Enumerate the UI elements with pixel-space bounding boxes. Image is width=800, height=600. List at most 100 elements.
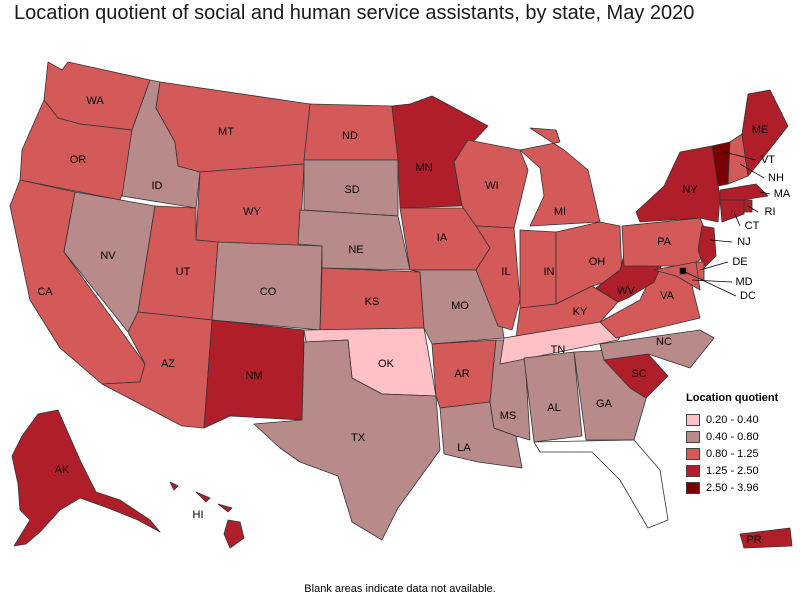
us-choropleth-map: WA OR CA ID NV MT WY UT AZ CO NM ND SD NE KS OK TX MN IA MO… bbox=[9, 61, 793, 549]
state-label-pr: PR bbox=[746, 534, 761, 546]
state-label-nv: NV bbox=[100, 250, 116, 262]
state-label-mo: MO bbox=[451, 300, 469, 312]
state-label-sc: SC bbox=[631, 368, 646, 380]
state-label-dc: DC bbox=[740, 290, 756, 302]
state-tx bbox=[253, 339, 441, 541]
leader-line-ri bbox=[747, 205, 759, 213]
state-label-de: DE bbox=[732, 256, 747, 268]
state-nc bbox=[599, 329, 715, 369]
state-label-ne: NE bbox=[348, 244, 363, 256]
legend-item: 2.50 - 3.96 bbox=[686, 480, 796, 496]
state-label-me: ME bbox=[752, 124, 769, 136]
state-ma bbox=[719, 183, 769, 201]
state-ms bbox=[489, 339, 531, 441]
state-label-ga: GA bbox=[596, 398, 613, 410]
legend-item: 1.25 - 2.50 bbox=[686, 463, 796, 479]
state-label-id: ID bbox=[152, 180, 163, 192]
legend-label: 2.50 - 3.96 bbox=[706, 482, 759, 494]
state-label-al: AL bbox=[547, 402, 560, 414]
legend-label: 0.20 - 0.40 bbox=[706, 414, 759, 426]
state-fl bbox=[533, 439, 669, 529]
state-label-az: AZ bbox=[161, 358, 175, 370]
state-nj bbox=[697, 225, 717, 269]
state-label-vt: VT bbox=[761, 154, 775, 166]
legend-label: 1.25 - 2.50 bbox=[706, 465, 759, 477]
dc-marker bbox=[680, 268, 686, 274]
state-label-oh: OH bbox=[589, 256, 606, 268]
state-label-ny: NY bbox=[682, 184, 698, 196]
legend-swatch bbox=[686, 431, 700, 443]
legend-swatch bbox=[686, 414, 700, 426]
state-label-mn: MN bbox=[415, 162, 432, 174]
state-pr bbox=[739, 527, 793, 549]
state-label-nh: NH bbox=[768, 172, 784, 184]
state-label-nd: ND bbox=[342, 130, 358, 142]
state-label-or: OR bbox=[70, 154, 87, 166]
state-label-nj: NJ bbox=[737, 236, 750, 248]
state-label-il: IL bbox=[501, 266, 510, 278]
state-label-tx: TX bbox=[351, 432, 366, 444]
state-label-ca: CA bbox=[37, 286, 53, 298]
footnote: Blank areas indicate data not available. bbox=[304, 583, 496, 595]
leader-line-vt bbox=[723, 151, 757, 161]
state-label-ak: AK bbox=[55, 464, 70, 476]
legend-label: 0.40 - 0.80 bbox=[706, 431, 759, 443]
state-ak bbox=[11, 409, 161, 547]
state-label-la: LA bbox=[457, 442, 471, 454]
state-label-fl: FL bbox=[634, 480, 647, 492]
legend-title: Location quotient bbox=[686, 392, 779, 404]
state-label-ut: UT bbox=[176, 266, 191, 278]
map-legend: Location quotient 0.20 - 0.40 0.40 - 0.80… bbox=[686, 392, 796, 497]
page-title: Location quotient of social and human se… bbox=[14, 2, 695, 24]
legend-swatch bbox=[686, 465, 700, 477]
state-label-nm: NM bbox=[245, 370, 262, 382]
state-label-wi: WI bbox=[485, 180, 498, 192]
leader-line-md bbox=[691, 279, 733, 283]
state-label-wv: WV bbox=[617, 285, 635, 297]
state-mi bbox=[519, 127, 601, 227]
leader-line-nh bbox=[739, 163, 765, 179]
state-label-wa: WA bbox=[86, 95, 104, 107]
state-hi bbox=[169, 481, 245, 549]
state-label-mt: MT bbox=[218, 126, 234, 138]
state-label-pa: PA bbox=[657, 236, 672, 248]
legend-item: 0.80 - 1.25 bbox=[686, 446, 796, 462]
state-md bbox=[653, 261, 701, 291]
state-label-wy: WY bbox=[243, 206, 261, 218]
leader-line-de bbox=[699, 261, 729, 271]
leader-line-nj bbox=[709, 239, 733, 243]
state-wi bbox=[453, 139, 529, 229]
state-label-ri: RI bbox=[765, 206, 776, 218]
state-label-tn: TN bbox=[551, 344, 566, 356]
state-label-ms: MS bbox=[500, 410, 517, 422]
state-label-nc: NC bbox=[656, 336, 672, 348]
state-il bbox=[475, 225, 521, 331]
state-ny bbox=[635, 145, 721, 223]
state-label-ky: KY bbox=[573, 306, 588, 318]
legend-swatch bbox=[686, 482, 700, 494]
state-label-co: CO bbox=[260, 286, 277, 298]
state-label-in: IN bbox=[544, 266, 555, 278]
state-label-mi: MI bbox=[554, 206, 566, 218]
legend-label: 0.80 - 1.25 bbox=[706, 448, 759, 460]
legend-item: 0.20 - 0.40 bbox=[686, 412, 796, 428]
state-label-ok: OK bbox=[378, 358, 395, 370]
leader-line-dc bbox=[682, 270, 737, 297]
legend-item: 0.40 - 0.80 bbox=[686, 429, 796, 445]
state-label-ma: MA bbox=[774, 188, 791, 200]
state-ct bbox=[719, 199, 745, 223]
state-label-ia: IA bbox=[437, 232, 448, 244]
leader-line-ct bbox=[733, 211, 741, 227]
state-label-ct: CT bbox=[745, 220, 760, 232]
legend-swatch bbox=[686, 448, 700, 460]
state-label-sd: SD bbox=[344, 184, 359, 196]
state-label-va: VA bbox=[660, 290, 675, 302]
state-me bbox=[741, 89, 789, 177]
state-label-ar: AR bbox=[454, 368, 469, 380]
state-label-md: MD bbox=[735, 276, 752, 288]
state-al bbox=[523, 351, 583, 443]
state-label-hi: HI bbox=[193, 509, 204, 521]
leader-line-ma bbox=[759, 191, 771, 195]
state-nm bbox=[203, 319, 305, 429]
state-label-ks: KS bbox=[365, 296, 380, 308]
